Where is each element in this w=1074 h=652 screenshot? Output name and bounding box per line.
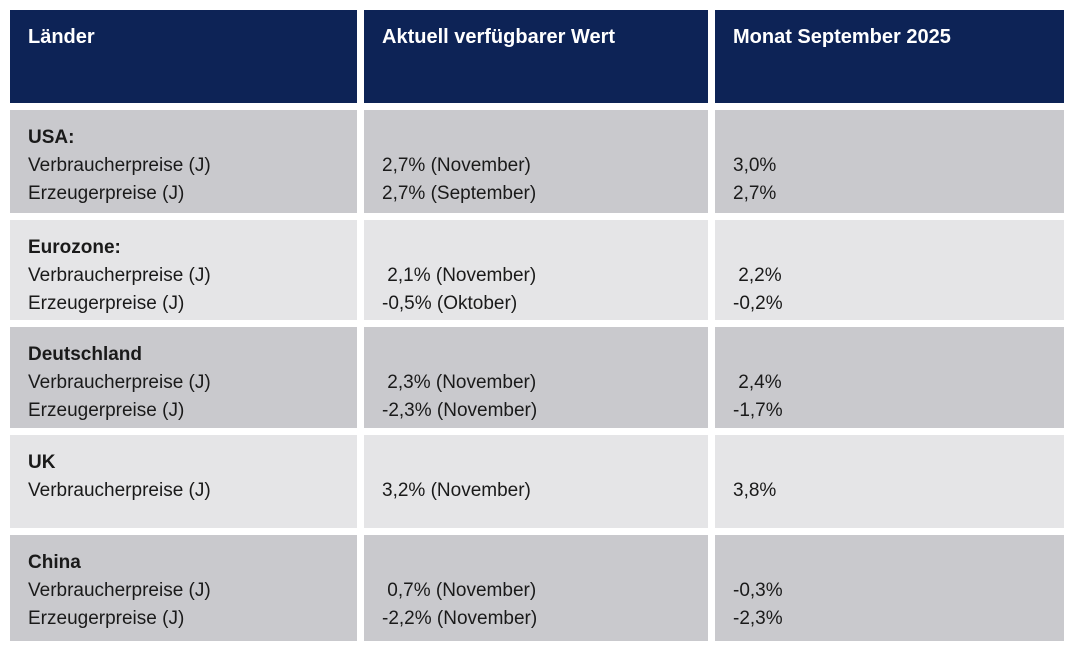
spacer-line xyxy=(733,549,1046,577)
metric-label: Erzeugerpreise (J) xyxy=(28,608,185,629)
metric-label: Verbraucherpreise (J) xyxy=(28,155,211,176)
current-value: 0,7% (November) xyxy=(382,580,537,601)
spacer-line xyxy=(733,124,1046,152)
country-name: Deutschland xyxy=(28,344,143,365)
current-value: 3,2% (November) xyxy=(382,480,531,501)
september-value: -2,3% xyxy=(733,608,783,629)
country-cell-eurozone: Eurozone: Verbraucherpreise (J) Erzeuger… xyxy=(10,220,357,320)
column-header-aktueller-wert: Aktuell verfügbarer Wert xyxy=(364,10,708,103)
spacer-line xyxy=(733,449,1046,477)
column-header-laender: Länder xyxy=(10,10,357,103)
current-value-cell-uk: 3,2% (November) xyxy=(364,435,708,528)
current-value: -0,5% (Oktober) xyxy=(382,293,518,314)
spacer-line xyxy=(733,234,1046,262)
current-value: 2,1% (November) xyxy=(382,265,537,286)
metric-label: Erzeugerpreise (J) xyxy=(28,400,185,421)
september-value: -0,2% xyxy=(733,293,783,314)
country-name: China xyxy=(28,552,81,573)
inflation-table: Länder Aktuell verfügbarer Wert Monat Se… xyxy=(10,10,1064,641)
country-name: Eurozone: xyxy=(28,237,121,258)
country-name: USA: xyxy=(28,127,75,148)
metric-label: Erzeugerpreise (J) xyxy=(28,293,185,314)
september-value: 2,2% xyxy=(733,265,782,286)
spacer-line xyxy=(382,124,690,152)
metric-label: Verbraucherpreise (J) xyxy=(28,372,211,393)
current-value: 2,7% (November) xyxy=(382,155,531,176)
current-value: 2,7% (September) xyxy=(382,183,537,204)
current-value-cell-eurozone: 2,1% (November) -0,5% (Oktober) xyxy=(364,220,708,320)
current-value-cell-china: 0,7% (November) -2,2% (November) xyxy=(364,535,708,641)
current-value-cell-deutschland: 2,3% (November) -2,3% (November) xyxy=(364,327,708,428)
september-value: -0,3% xyxy=(733,580,783,601)
spacer-line xyxy=(382,234,690,262)
september-value: -1,7% xyxy=(733,400,783,421)
spacer-line xyxy=(382,549,690,577)
current-value: -2,2% (November) xyxy=(382,608,538,629)
metric-label: Erzeugerpreise (J) xyxy=(28,183,185,204)
spacer-line xyxy=(382,341,690,369)
september-value: 3,8% xyxy=(733,480,777,501)
september-value-cell-uk: 3,8% xyxy=(715,435,1064,528)
country-cell-china: China Verbraucherpreise (J) Erzeugerprei… xyxy=(10,535,357,641)
country-cell-usa: USA: Verbraucherpreise (J) Erzeugerpreis… xyxy=(10,110,357,213)
spacer-line xyxy=(733,341,1046,369)
metric-label: Verbraucherpreise (J) xyxy=(28,265,211,286)
september-value: 2,7% xyxy=(733,183,777,204)
september-value-cell-china: -0,3% -2,3% xyxy=(715,535,1064,641)
september-value: 3,0% xyxy=(733,155,777,176)
spacer-line xyxy=(382,449,690,477)
column-header-monat-september: Monat September 2025 xyxy=(715,10,1064,103)
metric-label: Verbraucherpreise (J) xyxy=(28,580,211,601)
september-value-cell-deutschland: 2,4% -1,7% xyxy=(715,327,1064,428)
country-cell-uk: UK Verbraucherpreise (J) xyxy=(10,435,357,528)
country-name: UK xyxy=(28,452,56,473)
september-value: 2,4% xyxy=(733,372,782,393)
current-value-cell-usa: 2,7% (November) 2,7% (September) xyxy=(364,110,708,213)
september-value-cell-eurozone: 2,2% -0,2% xyxy=(715,220,1064,320)
country-cell-deutschland: Deutschland Verbraucherpreise (J) Erzeug… xyxy=(10,327,357,428)
current-value: -2,3% (November) xyxy=(382,400,538,421)
metric-label: Verbraucherpreise (J) xyxy=(28,480,211,501)
current-value: 2,3% (November) xyxy=(382,372,537,393)
september-value-cell-usa: 3,0% 2,7% xyxy=(715,110,1064,213)
